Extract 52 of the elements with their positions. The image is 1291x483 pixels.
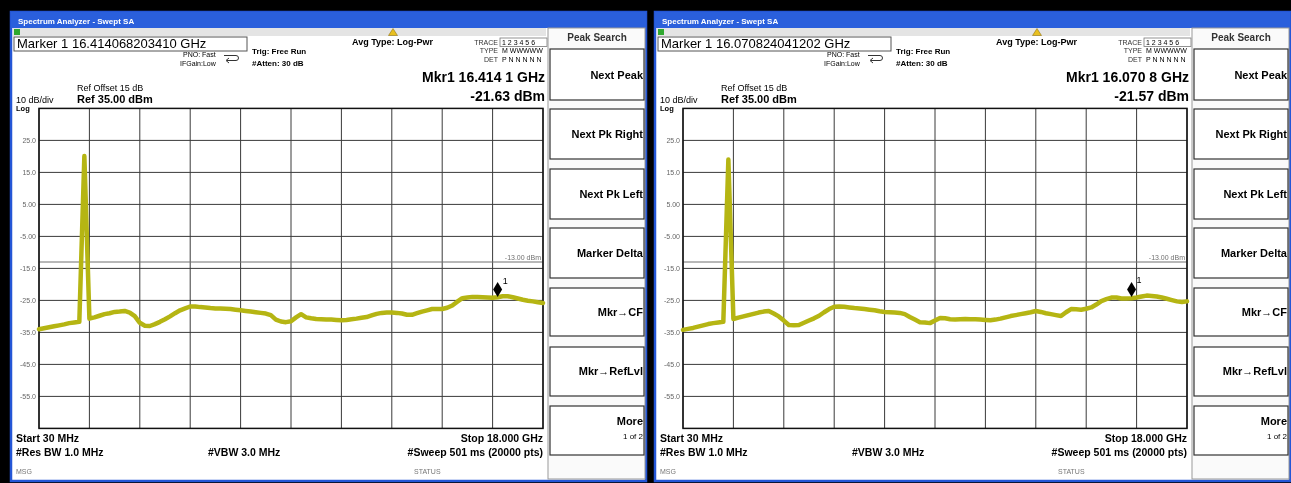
text: Next Pk Right — [1215, 128, 1288, 140]
text: Ref Offset 15 dB — [77, 83, 144, 93]
text: Stop 18.000 GHz — [1104, 432, 1187, 444]
text: 1 of 2 — [622, 432, 644, 441]
text: Stop 18.000 GHz — [460, 432, 543, 444]
text: Start 30 MHz — [660, 432, 724, 444]
text: Marker 1 16.414068203410 GHz — [17, 36, 207, 51]
text: More — [616, 415, 643, 427]
text: Ref 35.00 dBm — [721, 93, 798, 105]
text: Mkr1 16.070 8 GHz — [1066, 69, 1189, 85]
text: More — [1260, 415, 1287, 427]
line-series — [680, 157, 1190, 333]
chart-title: Spectrum Analyzer - Swept SA — [18, 17, 135, 26]
text: Marker Delta — [576, 247, 644, 259]
text: Marker Delta — [1220, 247, 1288, 259]
text: Marker 1 16.070824041202 GHz — [661, 36, 851, 51]
text: Trig: Free Run — [252, 47, 307, 56]
text: Peak Search — [567, 32, 627, 43]
text: Mkr→RefLvl — [578, 365, 643, 377]
text: Mkr1 16.414 1 GHz — [422, 69, 545, 85]
text: Next Peak — [590, 69, 644, 81]
text: Next Pk Left — [1223, 188, 1288, 200]
text: Next Pk Right — [571, 128, 644, 140]
text: Avg Type: Log-Pwr — [996, 37, 1078, 47]
text: Ref 35.00 dBm — [77, 93, 154, 105]
chart-title: Spectrum Analyzer - Swept SA — [662, 17, 779, 26]
series-label: 1 — [1136, 275, 1142, 286]
text: #Atten: 30 dB — [896, 59, 948, 68]
text: -21.57 dBm — [1114, 88, 1189, 104]
text: -21.63 dBm — [470, 88, 545, 104]
series-label: 1 — [502, 275, 508, 286]
text: Peak Search — [1211, 32, 1271, 43]
text: 10 dB/div — [16, 95, 55, 105]
text: #Sweep 501 ms (20000 pts) — [1051, 446, 1187, 458]
text: Next Peak — [1234, 69, 1288, 81]
text: Mkr→CF — [1241, 306, 1288, 318]
text: Next Pk Left — [579, 188, 644, 200]
text: #Res BW 1.0 MHz — [16, 446, 104, 458]
text: #VBW 3.0 MHz — [852, 446, 925, 458]
text: 10 dB/div — [660, 95, 699, 105]
text: Mkr→RefLvl — [1222, 365, 1287, 377]
text: Start 30 MHz — [16, 432, 80, 444]
text: #Res BW 1.0 MHz — [660, 446, 748, 458]
text: #Atten: 30 dB — [252, 59, 304, 68]
text: Mkr→CF — [597, 306, 644, 318]
text: Ref Offset 15 dB — [721, 83, 788, 93]
text: Avg Type: Log-Pwr — [352, 37, 434, 47]
text: #VBW 3.0 MHz — [208, 446, 281, 458]
line-series — [36, 153, 546, 332]
text: Trig: Free Run — [896, 47, 951, 56]
text: #Sweep 501 ms (20000 pts) — [407, 446, 543, 458]
text: 1 of 2 — [1266, 432, 1288, 441]
